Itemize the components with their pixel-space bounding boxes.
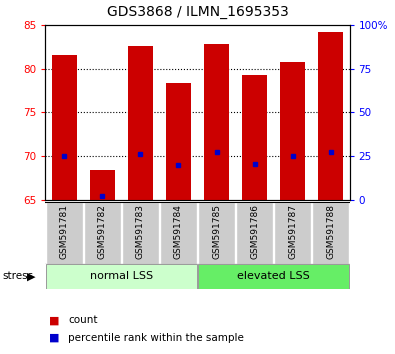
- Bar: [122, 202, 159, 264]
- Text: count: count: [68, 315, 98, 325]
- Text: stress: stress: [2, 272, 33, 281]
- Text: GSM591785: GSM591785: [212, 204, 221, 259]
- Text: normal LSS: normal LSS: [90, 272, 153, 281]
- Text: GSM591787: GSM591787: [288, 204, 297, 259]
- Bar: [236, 202, 273, 264]
- Text: GSM591783: GSM591783: [136, 204, 145, 259]
- Bar: [318, 32, 343, 200]
- Bar: [312, 202, 350, 264]
- Bar: [198, 202, 235, 264]
- Bar: [242, 75, 267, 200]
- Text: elevated LSS: elevated LSS: [237, 272, 310, 281]
- Text: ■: ■: [49, 333, 60, 343]
- Text: percentile rank within the sample: percentile rank within the sample: [68, 333, 244, 343]
- Text: GSM591788: GSM591788: [326, 204, 335, 259]
- Text: GSM591784: GSM591784: [174, 204, 183, 258]
- Text: ■: ■: [49, 315, 60, 325]
- Text: GSM591782: GSM591782: [98, 204, 107, 258]
- Text: ▶: ▶: [27, 272, 36, 281]
- Text: GSM591786: GSM591786: [250, 204, 259, 259]
- Bar: [166, 84, 191, 200]
- Bar: [204, 44, 229, 200]
- Bar: [128, 46, 153, 200]
- Bar: [45, 264, 198, 289]
- Bar: [274, 202, 311, 264]
- Bar: [198, 264, 350, 289]
- Bar: [280, 62, 305, 200]
- Bar: [45, 202, 83, 264]
- Text: GDS3868 / ILMN_1695353: GDS3868 / ILMN_1695353: [107, 5, 288, 19]
- Bar: [52, 56, 77, 200]
- Text: GSM591781: GSM591781: [60, 204, 69, 259]
- Bar: [90, 170, 115, 200]
- Bar: [160, 202, 198, 264]
- Bar: [84, 202, 121, 264]
